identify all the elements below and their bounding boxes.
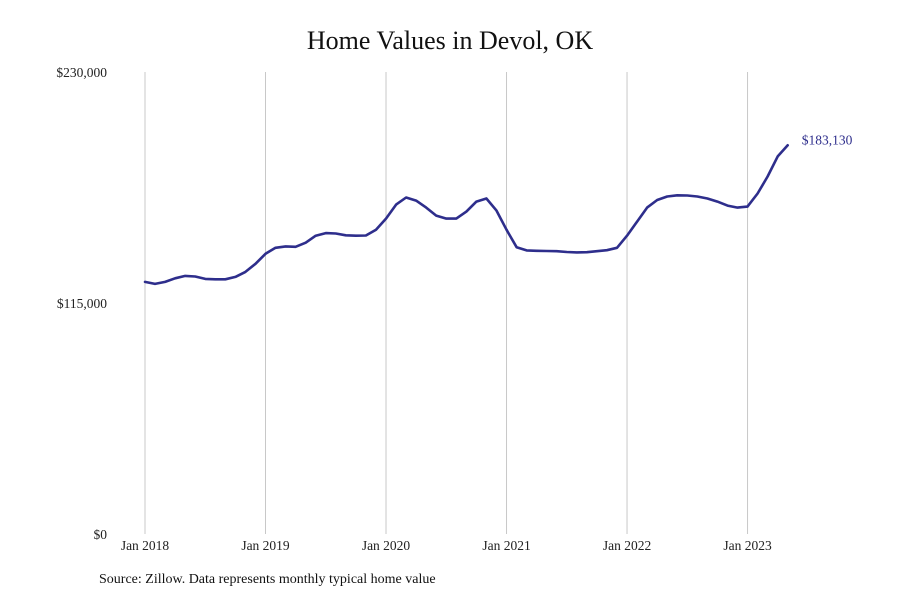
series-line-0 [143, 144, 790, 286]
axis-labels: Jan 2018 Jan 2019 Jan 2020 Jan 2021 Jan 2022… [56, 65, 772, 553]
source-note: Source: Zillow. Data represents monthly … [99, 572, 436, 587]
x-tick-label: Jan 2023 [723, 538, 772, 553]
grid-lines [144, 72, 749, 534]
y-tick-label: $0 [94, 527, 108, 542]
chart-title: Home Values in Devol, OK [306, 26, 594, 55]
x-tick-label: Jan 2020 [362, 538, 411, 553]
x-tick-label: Jan 2022 [603, 538, 651, 553]
y-tick-label: $115,000 [57, 296, 107, 311]
x-tick-label: Jan 2021 [482, 538, 530, 553]
x-tick-label: Jan 2018 [121, 538, 170, 553]
series-layer: $183,130 [143, 132, 853, 286]
y-tick-label: $230,000 [56, 65, 107, 80]
end-value-label: $183,130 [802, 132, 853, 147]
x-tick-label: Jan 2019 [241, 538, 290, 553]
